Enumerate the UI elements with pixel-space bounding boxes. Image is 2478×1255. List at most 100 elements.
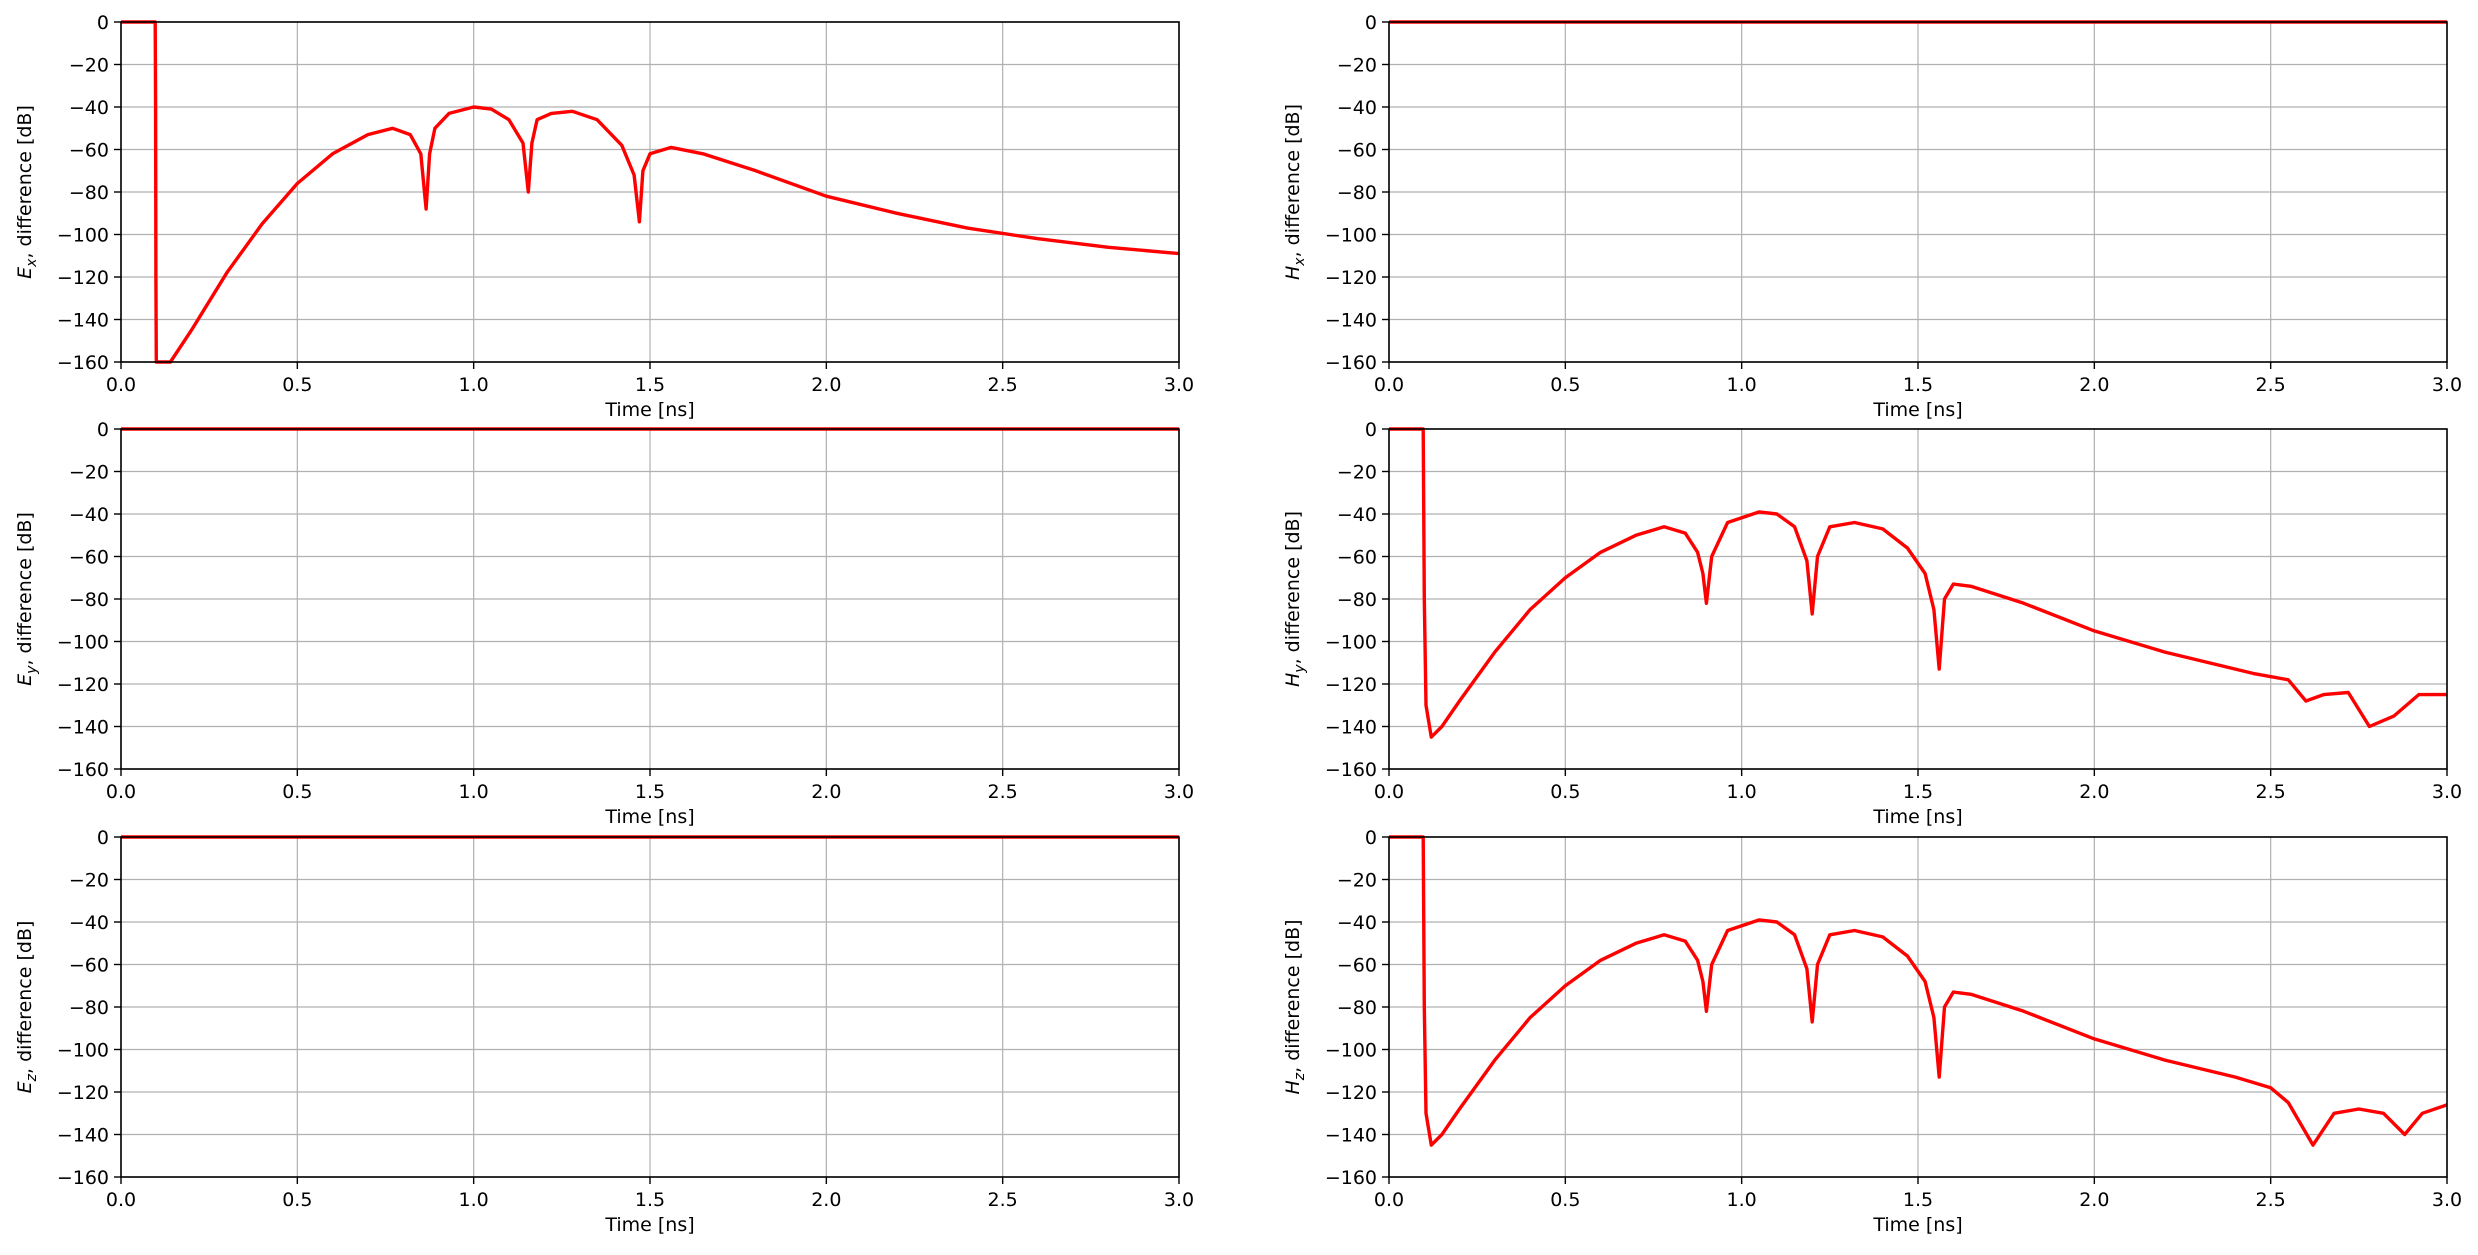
y-tick-label: −140 [1325, 1125, 1377, 1147]
x-axis-label: Time [ns] [1872, 806, 1962, 828]
x-tick-label: 1.0 [1727, 1189, 1757, 1211]
y-tick-label: −140 [1325, 717, 1377, 739]
x-tick-label: 2.5 [2256, 374, 2286, 396]
y-tick-label: −40 [69, 97, 109, 119]
y-tick-label: −40 [69, 504, 109, 526]
chart-panel-5: 0.0 0.5 1.0 1.5 2.0 2.5 3.0 0 −20 −40 −60 −80 −100 −1… [14, 827, 1194, 1236]
y-tick-label: −160 [1325, 1167, 1377, 1189]
x-axis-label: Time [ns] [604, 1214, 694, 1236]
y-tick-label: −160 [1325, 352, 1377, 374]
x-tick-label: 2.0 [2079, 374, 2109, 396]
x-tick-label: 3.0 [1164, 781, 1194, 803]
x-axis-label: Time [ns] [1872, 1214, 1962, 1236]
y-tick-label: −140 [57, 1125, 109, 1147]
y-tick-label: −60 [69, 547, 109, 569]
chart-panel-3: 0.0 0.5 1.0 1.5 2.0 2.5 3.0 0 −20 −40 −60 −80 −100 −1… [14, 419, 1194, 828]
x-tick-label: 0.0 [106, 374, 136, 396]
x-tick-label: 2.5 [988, 374, 1018, 396]
x-tick-label: 1.0 [459, 374, 489, 396]
y-tick-label: −80 [69, 182, 109, 204]
y-tick-label: −40 [69, 912, 109, 934]
x-tick-label: 0.5 [1550, 374, 1580, 396]
y-tick-label: −140 [57, 310, 109, 332]
y-tick-label: −20 [69, 55, 109, 77]
y-tick-label: −80 [1337, 997, 1377, 1019]
x-tick-label: 0.0 [1374, 374, 1404, 396]
y-tick-label: −100 [1325, 1040, 1377, 1062]
y-tick-label: −100 [1325, 632, 1377, 654]
x-tick-label: 0.5 [1550, 1189, 1580, 1211]
series-line [1389, 427, 2447, 739]
x-tick-label: 1.5 [1903, 781, 1933, 803]
y-tick-label: −160 [1325, 759, 1377, 781]
y-tick-label: −20 [1337, 462, 1377, 484]
y-axis-label: Hy, difference [dB] [1282, 511, 1308, 687]
y-tick-label: 0 [1365, 827, 1377, 849]
x-tick-label: 2.5 [2256, 781, 2286, 803]
x-tick-label: 1.0 [1727, 374, 1757, 396]
x-tick-label: 1.5 [1903, 1189, 1933, 1211]
y-axis-label: Ey, difference [dB] [14, 512, 40, 686]
x-tick-label: 2.0 [2079, 1189, 2109, 1211]
x-tick-label: 1.5 [635, 781, 665, 803]
y-tick-label: 0 [97, 419, 109, 441]
y-tick-label: −20 [1337, 870, 1377, 892]
x-tick-label: 1.5 [635, 374, 665, 396]
series-line [121, 20, 1179, 364]
x-tick-label: 1.5 [1903, 374, 1933, 396]
y-tick-label: −120 [57, 267, 109, 289]
y-tick-label: −40 [1337, 912, 1377, 934]
y-axis-label: Ex, difference [dB] [14, 105, 40, 279]
y-tick-label: −60 [1337, 955, 1377, 977]
x-tick-label: 0.0 [106, 1189, 136, 1211]
y-tick-label: −60 [69, 140, 109, 162]
y-tick-label: 0 [97, 827, 109, 849]
y-tick-label: −80 [1337, 589, 1377, 611]
x-tick-label: 0.5 [1550, 781, 1580, 803]
x-tick-label: 1.0 [459, 1189, 489, 1211]
x-tick-label: 2.0 [2079, 781, 2109, 803]
x-tick-label: 3.0 [2432, 781, 2462, 803]
y-tick-label: −140 [57, 717, 109, 739]
y-tick-label: −80 [69, 589, 109, 611]
x-tick-label: 3.0 [2432, 1189, 2462, 1211]
x-tick-label: 1.5 [635, 1189, 665, 1211]
y-tick-label: 0 [97, 12, 109, 34]
x-tick-label: 0.5 [282, 1189, 312, 1211]
y-tick-label: −40 [1337, 504, 1377, 526]
y-tick-label: −60 [1337, 547, 1377, 569]
y-axis-label: Hz, difference [dB] [1282, 919, 1308, 1094]
y-tick-label: 0 [1365, 12, 1377, 34]
y-tick-label: −40 [1337, 97, 1377, 119]
x-tick-label: 3.0 [1164, 374, 1194, 396]
y-tick-label: −60 [1337, 140, 1377, 162]
x-tick-label: 0.0 [1374, 781, 1404, 803]
y-tick-label: −20 [1337, 55, 1377, 77]
y-tick-label: −160 [57, 352, 109, 374]
chart-panel-1: 0.0 0.5 1.0 1.5 2.0 2.5 3.0 0 −20 −40 −60 −80 −100 −1… [14, 12, 1194, 421]
y-tick-label: −120 [57, 1082, 109, 1104]
y-tick-label: −20 [69, 462, 109, 484]
y-tick-label: −100 [57, 1040, 109, 1062]
x-tick-label: 2.5 [988, 781, 1018, 803]
x-tick-label: 2.5 [988, 1189, 1018, 1211]
chart-panel-4: 0.0 0.5 1.0 1.5 2.0 2.5 3.0 0 −20 −40 −60 −80 −100 −1… [1282, 419, 2462, 828]
y-tick-label: −160 [57, 759, 109, 781]
x-tick-label: 2.0 [811, 374, 841, 396]
x-axis-label: Time [ns] [1872, 399, 1962, 421]
y-tick-label: −100 [57, 225, 109, 247]
chart-panel-6: 0.0 0.5 1.0 1.5 2.0 2.5 3.0 0 −20 −40 −60 −80 −100 −1… [1282, 827, 2462, 1236]
x-axis-label: Time [ns] [604, 806, 694, 828]
y-axis-label: Ez, difference [dB] [14, 921, 40, 1094]
y-tick-label: −20 [69, 870, 109, 892]
x-tick-label: 0.0 [106, 781, 136, 803]
y-tick-label: −100 [1325, 225, 1377, 247]
y-tick-label: −160 [57, 1167, 109, 1189]
x-tick-label: 0.0 [1374, 1189, 1404, 1211]
y-tick-label: −140 [1325, 310, 1377, 332]
y-tick-label: −60 [69, 955, 109, 977]
x-tick-label: 3.0 [2432, 374, 2462, 396]
x-tick-label: 3.0 [1164, 1189, 1194, 1211]
x-tick-label: 1.0 [459, 781, 489, 803]
y-tick-label: −80 [1337, 182, 1377, 204]
